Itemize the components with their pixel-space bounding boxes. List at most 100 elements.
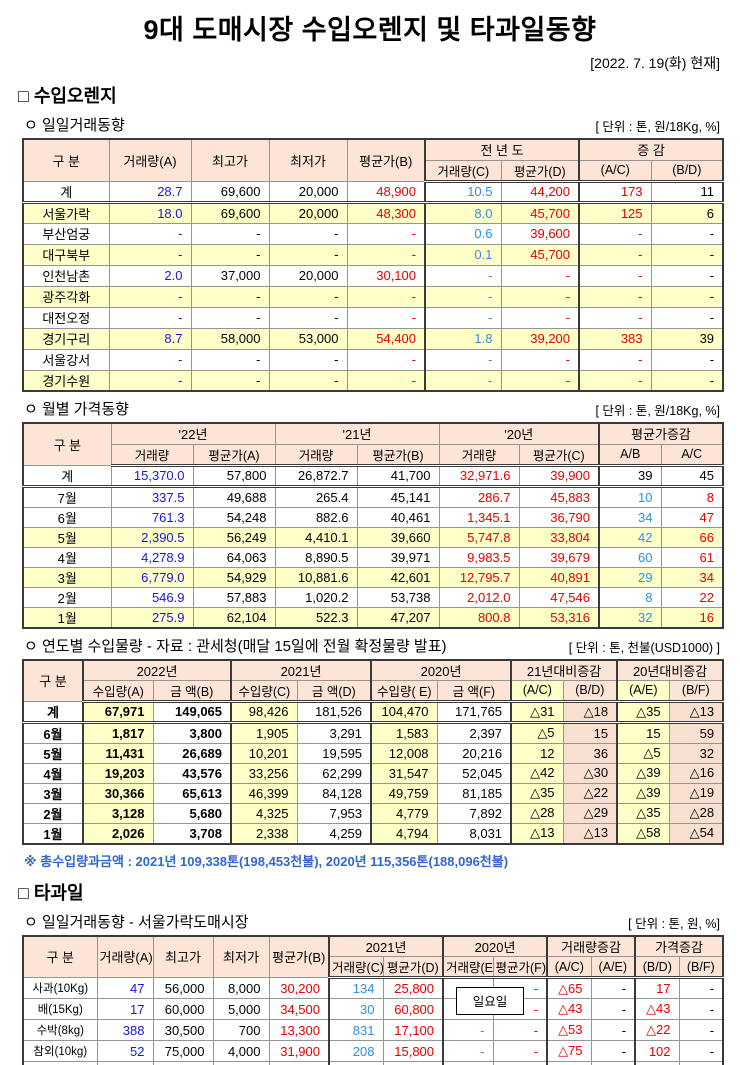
table-cell: 4,794 <box>370 822 438 844</box>
table-cell: - <box>190 348 270 371</box>
col-group-change-vs-20: 20년대비증감 <box>616 659 724 681</box>
table-row: 대구북부 - - - -0.1 45,700- - <box>22 243 724 266</box>
row-label: 광주각화 <box>22 285 110 308</box>
table-cell: 149,065 <box>152 700 232 724</box>
table-row: 참외(10kg) 52 75,000 4,000 31,900 208 15,800- - △7… <box>22 1040 724 1062</box>
table-cell: 5,000 <box>212 998 270 1020</box>
table-cell: 58,000 <box>190 327 270 350</box>
row-label: 3월 <box>22 566 112 588</box>
table-cell: 19,203 <box>82 762 154 784</box>
table-cell: - <box>190 306 270 329</box>
table-cell: 700 <box>212 1019 270 1041</box>
table-cell: △35 <box>616 802 670 824</box>
table-cell: 33,256 <box>230 762 298 784</box>
table-cell: 32 <box>598 606 662 628</box>
monthly-table-body: 계 15,370.0 57,800 26,872.7 41,700 32,971.6 39,… <box>22 464 724 628</box>
table-cell: 522.3 <box>274 606 358 628</box>
col-header-import-c: 수입량(C) <box>230 679 298 703</box>
col-group-price-change: 가격증감 <box>634 935 724 957</box>
table-cell: 2,397 <box>436 721 512 744</box>
table-cell: 8,000 <box>212 977 270 999</box>
daily-table-wrap: 구 분 거래량(A) 최고가 최저가 평균가(B) 전 년 도 증 감 거래량(… <box>22 138 725 392</box>
table-cell: △5 <box>510 721 564 744</box>
table-cell: - <box>500 285 580 308</box>
col-header-low: 최저가 <box>212 935 270 978</box>
table-cell: 69,600 <box>190 180 270 204</box>
col-group-prev-year: 전 년 도 <box>423 138 580 161</box>
table-cell: 39,660 <box>356 526 440 548</box>
table-cell: 0.6 <box>424 222 502 245</box>
table-cell: - <box>590 998 636 1020</box>
col-header-ac: (A/C) <box>510 679 564 703</box>
table-cell: 15,800 <box>382 1040 444 1062</box>
table-cell: 20,000 <box>268 201 348 224</box>
table-row: 2월 3,128 5,680 4,325 7,953 4,779 7,892 △28 △29 △3… <box>22 802 724 824</box>
table-cell: - <box>442 1040 494 1062</box>
table-cell: 16 <box>660 606 724 628</box>
table-cell: 42,601 <box>356 566 440 588</box>
table-cell: - <box>190 243 270 266</box>
table-cell: 4,259 <box>296 822 372 844</box>
table-cell: 39,971 <box>356 546 440 568</box>
table-cell: 39,200 <box>500 327 580 350</box>
col-group-2022: '22년 <box>110 422 276 445</box>
table-cell: - <box>442 1061 494 1065</box>
table-cell: - <box>492 1061 548 1065</box>
table-row: 6월 761.3 54,248 882.6 40,461 1,345.1 36,790 34 4… <box>22 506 724 528</box>
table-cell: 30,200 <box>268 977 330 999</box>
table-cell: 4,000 <box>212 1040 270 1062</box>
table-cell: △16 <box>668 762 724 784</box>
daily-table-header: 구 분 거래량(A) 최고가 최저가 평균가(B) 전 년 도 증 감 거래량(… <box>22 138 724 183</box>
table-row: 수박(8kg) 388 30,500 700 13,300 831 17,100- - △53-… <box>22 1019 724 1041</box>
table-cell: - <box>346 348 426 371</box>
col-header-avg: 평균가(B) <box>268 935 330 978</box>
row-label: 5월 <box>22 526 112 548</box>
table-cell: - <box>424 264 502 287</box>
col-header-high: 최고가 <box>152 935 214 978</box>
col-header-gubun: 구 분 <box>22 659 84 702</box>
table-cell: 53,316 <box>518 606 600 628</box>
col-header-amount-f: 금 액(F) <box>436 679 512 703</box>
table-cell: - <box>650 348 724 371</box>
table-cell: 36,790 <box>518 506 600 528</box>
table-cell: - <box>500 264 580 287</box>
table-cell: 33,804 <box>518 526 600 548</box>
table-cell: - <box>678 1061 724 1065</box>
col-header-bd: (B/D) <box>650 159 724 183</box>
table-cell: 181,526 <box>296 700 372 724</box>
table-cell: 32 <box>668 742 724 764</box>
table-cell: 8 <box>660 485 724 508</box>
table-cell: 12,795.7 <box>438 566 520 588</box>
table-cell: - <box>190 222 270 245</box>
table-cell: △39 <box>616 762 670 784</box>
table-cell: 40,891 <box>518 566 600 588</box>
table-cell: 47,207 <box>356 606 440 628</box>
table-cell: 81,185 <box>436 782 512 804</box>
table-cell: - <box>578 222 652 245</box>
table-cell: - <box>678 1040 724 1062</box>
table-cell: 104,470 <box>370 700 438 724</box>
col-header-import-e: 수입량( E) <box>370 679 438 703</box>
row-label: 6월 <box>22 506 112 528</box>
table-cell: - <box>108 243 192 266</box>
table-row: 계 15,370.0 57,800 26,872.7 41,700 32,971.6 39,… <box>22 464 724 488</box>
table-cell: 18.0 <box>108 201 192 224</box>
daily-table: 구 분 거래량(A) 최고가 최저가 평균가(B) 전 년 도 증 감 거래량(… <box>22 138 725 392</box>
table-row: 3월 30,366 65,613 46,399 84,128 49,759 81,185 △3… <box>22 782 724 804</box>
table-cell: 1,817 <box>82 721 154 744</box>
table-cell: 65,613 <box>152 782 232 804</box>
total-import-note: ※ 총수입량과금액 : 2021년 109,338톤(198,453천불), 2… <box>24 853 509 869</box>
col-header-amount-d: 금 액(D) <box>296 679 372 703</box>
table-cell: 4,779 <box>370 802 438 824</box>
row-label: 대구북부 <box>22 243 110 266</box>
table-cell: - <box>346 306 426 329</box>
table-cell: 60,000 <box>152 998 214 1020</box>
table-cell: 53,000 <box>268 327 348 350</box>
table-cell: 84,128 <box>296 782 372 804</box>
table-cell: 54,400 <box>346 327 426 350</box>
row-label: 수박(8kg) <box>22 1019 98 1041</box>
table-row: 7월 337.5 49,688 265.4 45,141 286.7 45,883 10 8 <box>22 485 724 508</box>
table-cell: - <box>190 285 270 308</box>
table-cell: 39,900 <box>518 464 600 488</box>
row-label: 7월 <box>22 485 112 508</box>
